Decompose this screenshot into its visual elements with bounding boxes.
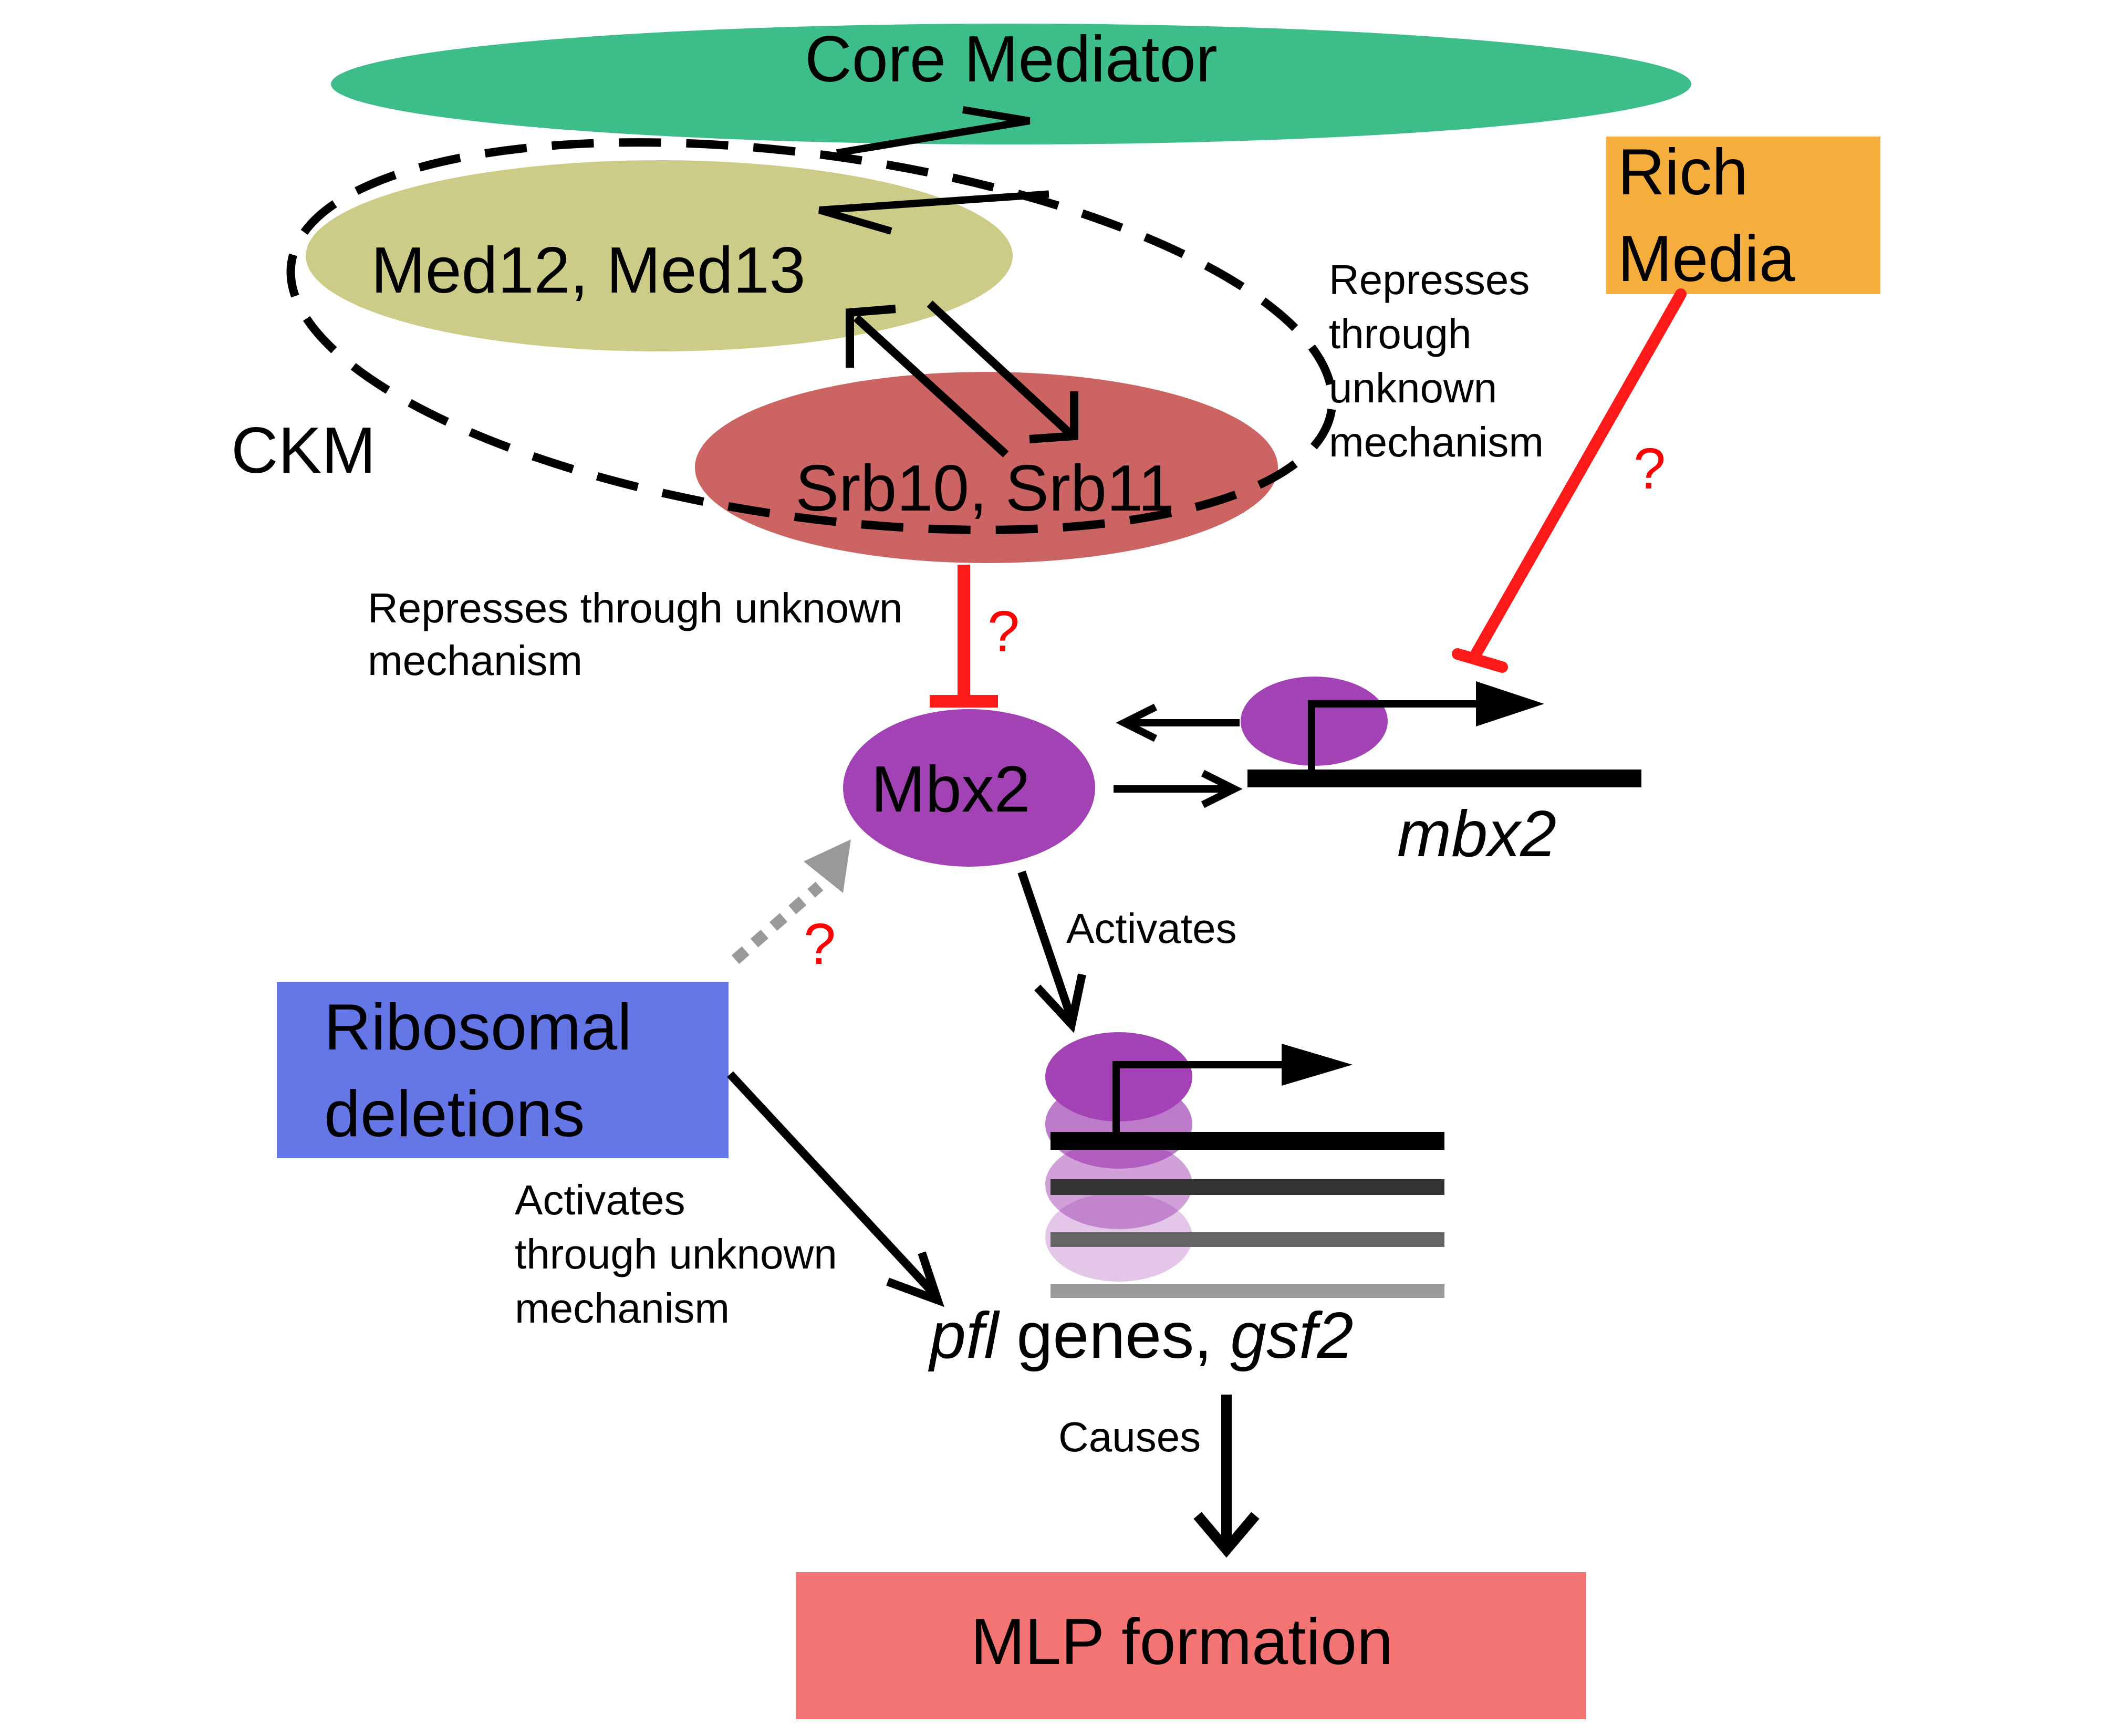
srb-repression	[930, 565, 998, 708]
arrow-to-med12	[818, 190, 1049, 235]
srb10-srb11-label: Srb10, Srb11	[795, 452, 1174, 525]
core-mediator-label: Core Mediator	[805, 23, 1218, 96]
ribosomal-activates-line1: Activates	[515, 1177, 685, 1223]
rich-media-repress-line3: unknown	[1329, 365, 1497, 411]
srb-repress-label: Represses through unknown mechanism	[368, 585, 902, 684]
rich-media-label-line2: Media	[1618, 223, 1795, 295]
mbx2-ellipse	[843, 709, 1095, 867]
arrowhead-gene-to-protein	[1116, 703, 1158, 742]
ckm-label: CKM	[231, 414, 376, 487]
ckm-boundary	[286, 138, 1337, 534]
arrow-med-to-srb	[927, 300, 1075, 438]
target-gene-stack	[1045, 1032, 1444, 1298]
srb-question: ?	[987, 599, 1020, 664]
arrowhead-causes	[1193, 1512, 1260, 1558]
mlp-formation-label: MLP formation	[971, 1606, 1393, 1678]
mbx2-gene-arrows	[1114, 703, 1243, 808]
med12-srb10-exchange-arrows	[846, 300, 1078, 458]
bent-arrow-icon	[1308, 681, 1544, 770]
srb10-srb11-ellipse	[695, 372, 1278, 563]
srb-repress-line1: Represses through unknown	[368, 585, 902, 631]
arrowhead-mbx2-activates	[1034, 973, 1086, 1033]
t-bar-inhibition-icon	[1452, 648, 1508, 673]
mbx2-activates-label: Activates	[1066, 905, 1237, 952]
genes-label: genes,	[999, 1300, 1230, 1372]
arrow-srb-to-med	[853, 315, 1009, 458]
ribosomal-label-line2: deletions	[324, 1078, 585, 1150]
arrowhead-srb-to-med	[846, 305, 896, 368]
ribosomal-deletions-box	[277, 982, 729, 1158]
rich-media-repression	[1452, 288, 1687, 673]
mbx2-label: Mbx2	[871, 753, 1030, 826]
ribosomal-question: ?	[804, 912, 836, 976]
rich-media-label-line1: Rich	[1618, 136, 1748, 209]
ribosomal-activates-line3: mechanism	[515, 1285, 730, 1332]
rich-media-repress-line2: through	[1329, 310, 1471, 357]
arrowhead-med-to-srb	[1029, 391, 1078, 443]
arrowhead-uncertain	[804, 839, 851, 893]
mbx2-gene-label: mbx2	[1397, 798, 1556, 870]
arrow-to-core-mediator	[836, 106, 1031, 157]
core-mediator-ellipse	[331, 24, 1691, 144]
ckm-core-exchange-arrows	[818, 106, 1049, 235]
causes-arrow	[1193, 1395, 1260, 1558]
ribosomal-activates-arrow	[727, 1071, 944, 1307]
ribosomal-uncertain-arrow	[731, 839, 851, 964]
target-genes-label: pfl genes, gsf2	[928, 1300, 1354, 1372]
rich-media-repress-label: Represses through unknown mechanism	[1329, 256, 1544, 465]
gsf2-label: gsf2	[1230, 1300, 1353, 1372]
rich-media-repress-line4: mechanism	[1329, 419, 1544, 465]
srb-repress-line2: mechanism	[368, 637, 583, 684]
ribosomal-activates-label: Activates through unknown mechanism	[515, 1177, 837, 1332]
ribosomal-label-line1: Ribosomal	[324, 991, 632, 1064]
med12-med13-label: Med12, Med13	[371, 234, 805, 307]
ribosomal-activates-line2: through unknown	[515, 1231, 837, 1277]
rich-media-repress-line1: Represses	[1329, 256, 1530, 303]
mbx2-activates-arrow	[1017, 870, 1086, 1033]
rich-media-repress-line	[1470, 288, 1687, 660]
mlp-formation-box	[796, 1572, 1586, 1719]
arrowhead-protein-to-gene	[1201, 770, 1243, 808]
causes-label: Causes	[1058, 1413, 1201, 1460]
arrowhead-ribosomal-activates	[886, 1251, 944, 1307]
pfl-label: pfl	[928, 1300, 1000, 1372]
rich-media-question: ?	[1634, 436, 1666, 501]
bent-arrow-icon	[1112, 1044, 1353, 1134]
rich-media-box	[1606, 137, 1880, 294]
